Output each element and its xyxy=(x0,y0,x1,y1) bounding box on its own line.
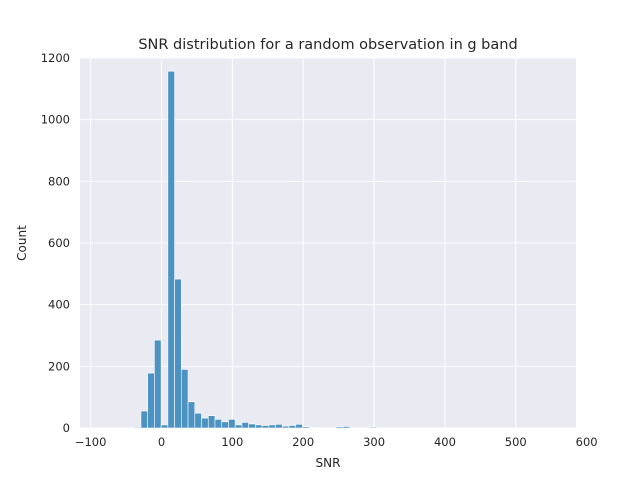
chart-title: SNR distribution for a random observatio… xyxy=(138,37,517,53)
histogram-bar xyxy=(248,423,256,429)
x-tick-label: 400 xyxy=(434,435,456,449)
histogram-bar xyxy=(295,423,303,429)
histogram-bar xyxy=(369,426,377,429)
histogram-bar xyxy=(261,425,270,429)
y-axis-label: Count xyxy=(15,225,29,261)
histogram-bars xyxy=(133,70,384,429)
y-tick-label: 1000 xyxy=(41,113,70,127)
x-axis-label: SNR xyxy=(316,456,341,470)
y-tick-label: 400 xyxy=(48,298,70,312)
y-tick-label: 0 xyxy=(63,421,70,435)
histogram-bar xyxy=(140,410,148,429)
histogram-bar xyxy=(160,424,169,429)
histogram-bar xyxy=(201,417,209,429)
histogram-bar xyxy=(187,401,196,429)
x-tick-label: 600 xyxy=(576,435,598,449)
histogram-bar xyxy=(288,425,297,429)
histogram-bar xyxy=(207,415,216,429)
y-tick-label: 600 xyxy=(48,236,70,250)
x-tick-label: 500 xyxy=(505,435,527,449)
x-tick-label: −100 xyxy=(75,435,107,449)
histogram-bar xyxy=(281,425,290,429)
histogram-bar xyxy=(275,423,283,429)
y-axis-ticks: 0 200 400 600 800 1000 1200 xyxy=(41,51,70,435)
histogram-bar xyxy=(234,424,243,429)
histogram-bar xyxy=(181,369,189,429)
histogram-bar xyxy=(268,424,276,429)
y-tick-label: 200 xyxy=(48,359,70,373)
histogram-bar xyxy=(167,70,175,429)
histogram-bar xyxy=(335,426,344,429)
histogram-bar xyxy=(241,422,249,429)
x-tick-label: 300 xyxy=(363,435,385,449)
histogram-bar xyxy=(147,372,155,429)
histogram-bar xyxy=(154,339,162,429)
x-axis-ticks: −100 0 100 200 300 400 500 600 xyxy=(75,435,598,449)
histogram-bar xyxy=(214,419,223,429)
histogram-bar xyxy=(302,426,310,429)
y-tick-label: 1200 xyxy=(41,51,70,65)
histogram-bar xyxy=(174,278,182,429)
histogram-bar xyxy=(221,421,229,429)
x-tick-label: 100 xyxy=(221,435,243,449)
histogram-bar xyxy=(228,419,236,429)
histogram-bar xyxy=(342,426,350,429)
x-tick-label: 0 xyxy=(158,435,165,449)
histogram-bar xyxy=(194,412,202,429)
histogram-bar xyxy=(133,426,142,429)
histogram-bar xyxy=(255,424,263,429)
x-tick-label: 200 xyxy=(292,435,314,449)
y-tick-label: 800 xyxy=(48,174,70,188)
histogram-bar xyxy=(308,427,317,429)
